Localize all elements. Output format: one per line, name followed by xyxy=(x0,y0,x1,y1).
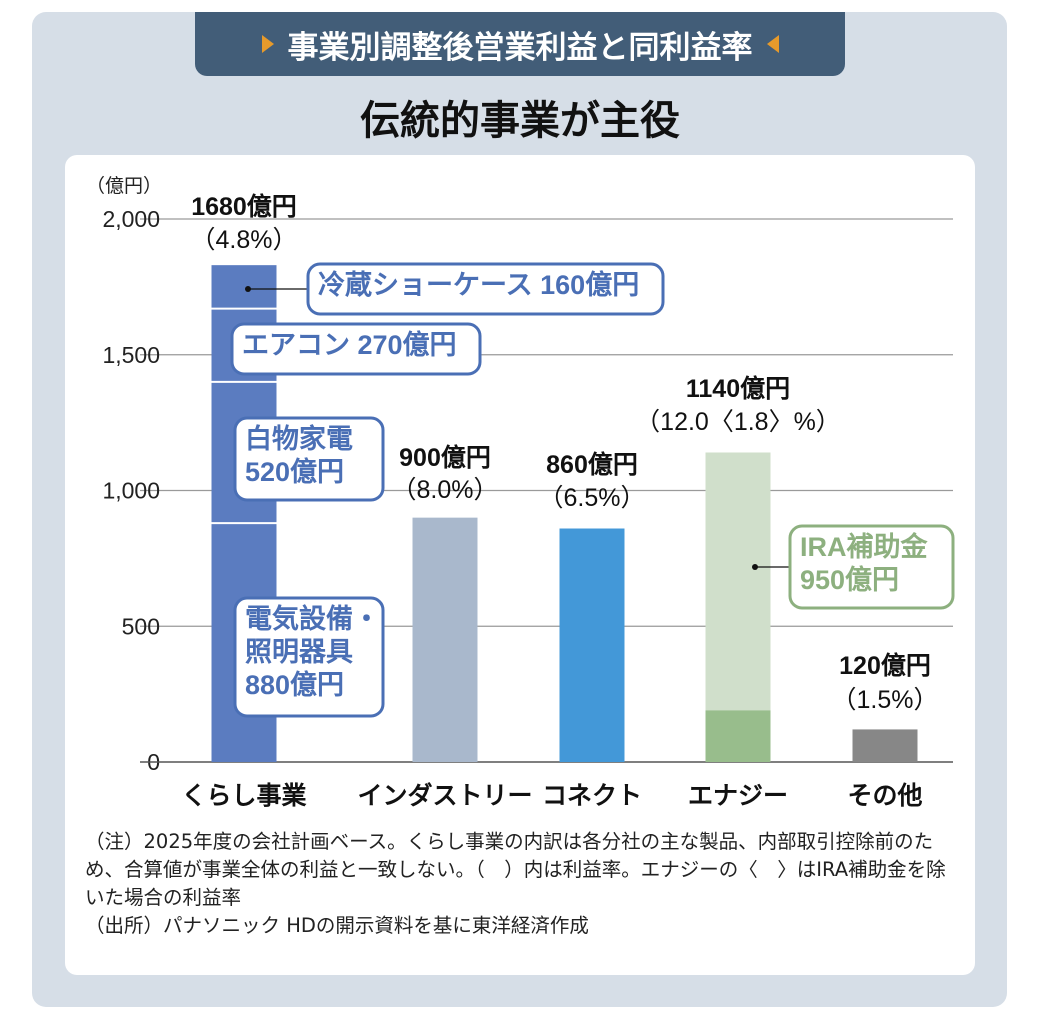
triangle-right-icon xyxy=(261,35,274,53)
value-label: 120億円 xyxy=(839,651,931,680)
margin-label: （1.5%） xyxy=(832,686,939,714)
callout-white-goods-box xyxy=(233,416,385,502)
callout-ira-subsidy-box xyxy=(788,524,955,610)
bar-2 xyxy=(412,517,478,762)
note-text: （注）2025年度の会社計画ベース。くらし事業の内訳は各分社の主な製品、内部取引… xyxy=(85,830,946,909)
margin-label: （12.0〈1.8〉%） xyxy=(635,408,841,436)
callout-refrigerated-showcase-box xyxy=(306,262,665,316)
leader-dot xyxy=(752,564,758,570)
value-label: 1680億円 xyxy=(191,192,297,221)
callout-electrical-lighting-box xyxy=(233,596,385,718)
y-tick-label: 1,500 xyxy=(102,342,160,368)
callout-aircon-text: エアコン 270億円 xyxy=(242,330,457,360)
chart-banner: 事業別調整後営業利益と同利益率 xyxy=(195,12,845,76)
source-text: （出所）パナソニック HDの開示資料を基に東洋経済作成 xyxy=(85,914,589,937)
value-label: 900億円 xyxy=(399,443,491,472)
callout-electrical-lighting-text: 照明器具 xyxy=(245,637,353,667)
x-tick-label: エナジー xyxy=(688,782,788,810)
leader-dot xyxy=(245,286,251,292)
y-tick-label: 1,000 xyxy=(102,478,160,504)
notes: （注）2025年度の会社計画ベース。くらし事業の内訳は各分社の主な製品、内部取引… xyxy=(85,828,965,940)
banner-title: 事業別調整後営業利益と同利益率 xyxy=(287,29,753,66)
callout-aircon-box xyxy=(230,322,482,376)
value-label: 1140億円 xyxy=(686,374,790,403)
callout-refrigerated-showcase-text: 冷蔵ショーケース 160億円 xyxy=(318,270,639,300)
x-tick-label: その他 xyxy=(847,782,922,810)
value-label: 860億円 xyxy=(546,450,638,479)
bar-energy-excl-subsidy xyxy=(705,710,771,762)
margin-label: （6.5%） xyxy=(539,484,646,512)
margin-label: （4.8%） xyxy=(191,226,298,254)
y-axis-label: （億円） xyxy=(86,175,162,197)
y-tick-label: 500 xyxy=(122,613,160,639)
x-tick-label: くらし事業 xyxy=(181,782,306,810)
callout-electrical-lighting-text: 880億円 xyxy=(245,670,344,700)
callout-ira-subsidy-text: IRA補助金 xyxy=(800,531,928,562)
y-tick-label: 2,000 xyxy=(102,206,160,232)
x-tick-label: コネクト xyxy=(542,782,642,810)
bar-5 xyxy=(852,729,918,762)
callout-white-goods-text: 520億円 xyxy=(245,457,344,487)
triangle-left-icon xyxy=(766,35,779,53)
chart-subtitle: 伝統的事業が主役 xyxy=(360,98,680,144)
callout-electrical-lighting-text: 電気設備・ xyxy=(245,603,380,634)
callout-white-goods-text: 白物家電 xyxy=(245,423,353,454)
bar-3 xyxy=(559,528,625,762)
margin-label: （8.0%） xyxy=(392,476,499,504)
x-tick-label: インダストリー xyxy=(357,781,532,810)
callout-ira-subsidy-text: 950億円 xyxy=(800,565,899,595)
